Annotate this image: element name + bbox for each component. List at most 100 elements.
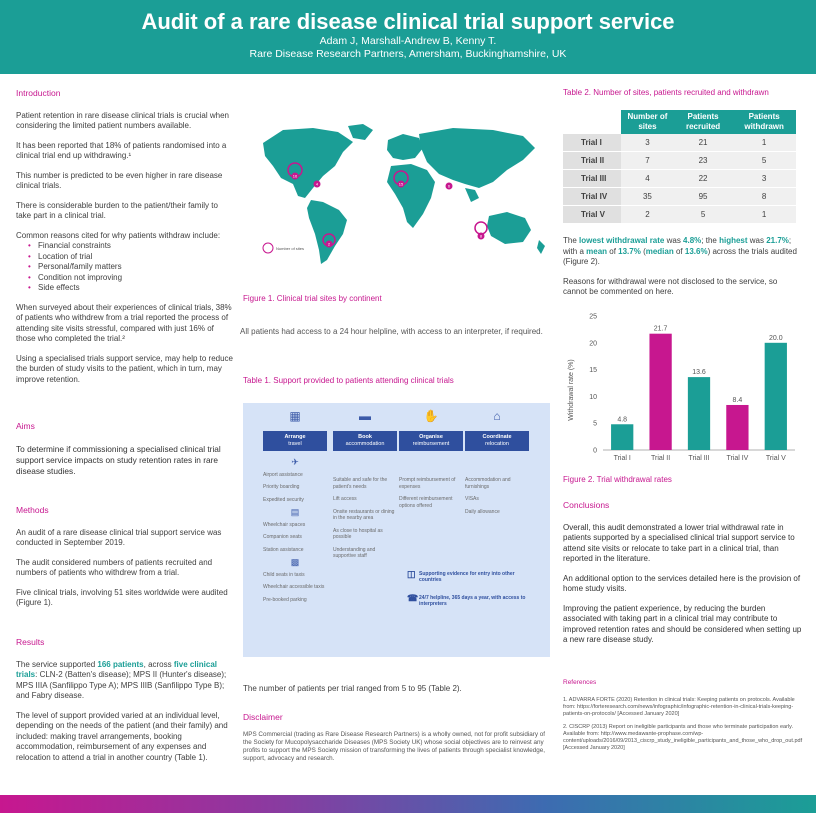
book-accommodation-badge: Book accommodation (333, 431, 397, 451)
list-item: Financial constraints (28, 241, 234, 252)
organise-reimbursement-badge: Organise reimbursement (399, 431, 463, 451)
world-map: 16 4 15 6 2 8 Number of sites (262, 124, 545, 264)
map-legend: Number of sites (262, 242, 304, 254)
bar (611, 424, 634, 450)
list-item: Location of trial (28, 252, 234, 263)
support-item: Onsite restaurants or dining in the near… (333, 508, 395, 522)
results-paragraph: The level of support provided varied at … (16, 710, 228, 762)
support-item: Station assistance (263, 546, 304, 553)
bar (764, 342, 787, 450)
intro-paragraph: This number is predicted to be even high… (16, 170, 223, 191)
intro-paragraph: Using a specialised trials support servi… (16, 353, 233, 384)
withdrawal-chart: Withdrawal rate (%) 0 5 10 15 20 25 4.8 Trial I… (568, 314, 795, 462)
bar-value-label: 8.4 (733, 397, 743, 404)
site-marker (474, 221, 488, 235)
header-sites: Number of sites (621, 110, 674, 134)
train-icon: ▤ (290, 507, 300, 517)
document-icon: ◫ (407, 569, 416, 579)
conclusions-paragraph: An additional option to the services det… (563, 573, 801, 594)
support-item: Prompt reimbursement of expenses (399, 477, 456, 490)
y-axis-label: Withdrawal rate (%) (568, 359, 575, 420)
phone-icon: ☎ (407, 593, 419, 603)
y-tick-label: 0 (593, 448, 597, 455)
site-marker (313, 180, 321, 188)
bar-value-label: 21.7 (654, 326, 668, 333)
methods-heading: Methods (16, 505, 49, 515)
table1-caption: Table 1. Support provided to patients at… (243, 376, 454, 385)
x-tick-label: Trial I (614, 455, 631, 462)
footer-bar (0, 795, 816, 813)
evidence-note: ◫ Supporting evidence for entry into oth… (407, 569, 515, 584)
support-item: Lift access (333, 496, 357, 502)
map-legend-label: Number of sites (276, 246, 304, 251)
arrange-travel-badge: Arrange travel (263, 431, 327, 451)
support-column-relocation: ⌂ Coordinate relocation Accommodation and… (465, 410, 529, 521)
list-item: Side effects (28, 283, 234, 294)
support-item: Expedited security (263, 496, 304, 503)
site-count: 6 (448, 184, 451, 189)
aims-heading: Aims (16, 421, 35, 431)
results-paragraph: The service supported 166 patients, acro… (16, 659, 227, 701)
site-marker (397, 180, 405, 188)
bar-value-label: 13.6 (692, 369, 706, 376)
intro-paragraph: When surveyed about their experiences of… (16, 302, 232, 344)
poster-title: Audit of a rare disease clinical trial s… (141, 9, 675, 34)
table-row: Trial IV 35 95 8 (563, 187, 796, 206)
methods-paragraph: Five clinical trials, involving 51 sites… (16, 587, 228, 608)
withdrawal-summary: The lowest withdrawal rate was 4.8%; the… (563, 236, 803, 307)
figure2-caption: Figure 2. Trial withdrawal rates (563, 475, 672, 484)
site-count: 2 (328, 242, 331, 247)
x-tick-label: Trial III (688, 455, 709, 462)
site-marker (325, 240, 333, 248)
support-item: VISAs (465, 496, 479, 502)
aims-section: Aims To determine if commissioning a spe… (16, 421, 234, 486)
conclusions-section: Conclusions Overall, this audit demonstr… (563, 500, 803, 655)
support-item: Daily allowance (465, 508, 500, 515)
x-tick-label: Trial V (766, 455, 786, 462)
x-tick-label: Trial IV (726, 455, 748, 462)
site-marker (445, 182, 453, 190)
range-text: The number of patients per trial ranged … (243, 684, 462, 693)
results-section: Results The service supported 166 patien… (16, 637, 234, 772)
support-column-reimbursement: ✋ Organise reimbursement Prompt reimburse… (399, 410, 463, 515)
support-item: Accommodation and furnishings (465, 477, 511, 490)
bed-icon: ▬ (359, 409, 371, 423)
site-count: 8 (480, 234, 483, 239)
helpline-text: All patients had access to a 24 hour hel… (240, 327, 543, 336)
support-item: Wheelchair accessible taxis (263, 584, 325, 590)
site-count: 16 (293, 174, 298, 179)
support-item: Child seats in taxis (263, 571, 305, 578)
y-tick-label: 20 (589, 340, 597, 347)
y-tick-label: 10 (589, 394, 597, 401)
aims-text: To determine if commissioning a speciali… (16, 443, 221, 476)
support-item: Different reimbursement options offered (399, 496, 453, 509)
x-tick-label: Trial II (651, 455, 670, 462)
bar (687, 377, 711, 450)
disclaimer-text: MPS Commercial (trading as Rare Disease … (243, 730, 546, 762)
table-row: Trial I 3 21 1 (563, 134, 796, 152)
y-tick-label: 15 (589, 367, 597, 374)
support-item: Pre-booked parking (263, 596, 307, 603)
conclusions-paragraph: Improving the patient experience, by red… (563, 603, 802, 645)
introduction-heading: Introduction (16, 88, 61, 98)
site-markers: 16 4 15 6 2 8 (287, 162, 488, 248)
withdrawal-reasons-text: Reasons for withdrawal were not disclose… (563, 276, 778, 297)
reference-item: 2. CISCRP (2013) Report on ineligible pa… (563, 723, 803, 751)
helpline-note: ☎ 24/7 helpline, 365 days a year, with a… (407, 593, 526, 608)
disclaimer-heading: Disclaimer (243, 712, 283, 722)
site-count: 15 (399, 182, 404, 187)
intro-paragraph: There is considerable burden to the pati… (16, 200, 218, 221)
plane-icon: ✈ (291, 457, 299, 467)
car-icon: ▩ (290, 557, 300, 567)
methods-section: Methods An audit of a rare disease clini… (16, 505, 234, 618)
conclusions-heading: Conclusions (563, 500, 610, 510)
table-row: Trial III 4 22 3 (563, 169, 796, 188)
methods-paragraph: An audit of a rare disease clinical tria… (16, 527, 222, 548)
bar-value-label: 4.8 (617, 416, 627, 423)
site-marker (477, 232, 485, 240)
authors: Adam J, Marshall-Andrew B, Kenny T. (319, 35, 497, 47)
left-column: Introduction Patient retention in rare d… (16, 88, 234, 394)
header-withdrawn: Patients withdrawn (732, 110, 796, 134)
site-count: 4 (316, 182, 319, 187)
